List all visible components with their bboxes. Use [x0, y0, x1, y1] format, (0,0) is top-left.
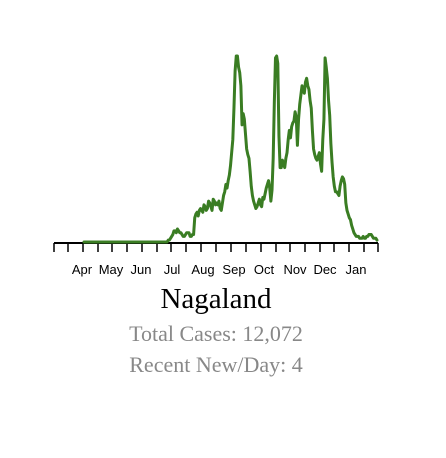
- x-axis: Apr May Jun Jul Aug Sep Oct Nov Dec Jan: [53, 242, 379, 277]
- total-cases-label: Total Cases: 12,072: [129, 321, 303, 346]
- recent-new-per-day-label: Recent New/Day: 4: [129, 352, 303, 377]
- x-tick-label-aug: Aug: [191, 262, 214, 277]
- x-tick-label-jan: Jan: [346, 262, 367, 277]
- x-tick-label-jun: Jun: [131, 262, 152, 277]
- x-tick-label-may: May: [99, 262, 124, 277]
- cases-chart: Apr May Jun Jul Aug Sep Oct Nov Dec Jan: [53, 54, 379, 277]
- state-name: Nagaland: [160, 283, 272, 315]
- series-line-daily-cases: [82, 54, 379, 244]
- x-tick-label-nov: Nov: [283, 262, 307, 277]
- x-tick-label-apr: Apr: [72, 262, 93, 277]
- x-tick-label-sep: Sep: [222, 262, 245, 277]
- x-tick-label-dec: Dec: [313, 262, 337, 277]
- x-tick-label-oct: Oct: [254, 262, 275, 277]
- x-tick-label-jul: Jul: [164, 262, 181, 277]
